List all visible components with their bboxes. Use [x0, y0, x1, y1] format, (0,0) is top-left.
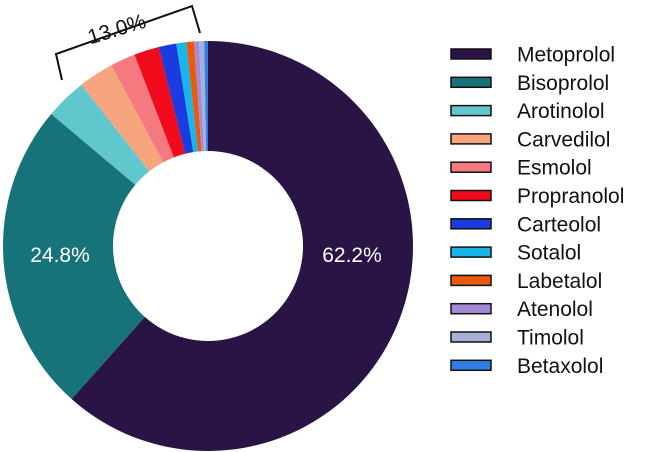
slice-label-metoprolol: 62.2% — [322, 244, 382, 267]
slice-bisoprolol — [2, 113, 145, 400]
legend-swatch-sotalol — [450, 246, 492, 258]
legend-swatch-timolol — [450, 331, 492, 343]
legend-item-sotalol: Sotalol — [450, 242, 581, 265]
slice-arotinolol — [51, 84, 150, 185]
legend-swatch-atenolol — [450, 302, 492, 315]
legend-label-propranolol: Propranolol — [517, 185, 624, 208]
slice-labels: 62.2% 24.8% — [30, 244, 382, 267]
slice-betaxolol — [204, 41, 208, 152]
legend-label-betaxolol: Betaxolol — [517, 355, 603, 378]
legend-swatch-bisoprolol — [450, 76, 492, 89]
legend-item-betaxolol: Betaxolol — [450, 355, 603, 378]
legend-swatch-betaxolol — [450, 359, 492, 372]
slice-atenolol — [193, 41, 204, 152]
legend-item-arotinolol: Arotinolol — [450, 100, 605, 123]
legend-swatch-metoprolol — [450, 48, 492, 60]
slice-timolol — [199, 41, 207, 152]
slice-carteolol — [158, 43, 194, 154]
legend-item-atenolol: Atenolol — [450, 298, 593, 321]
legend-swatch-carteolol — [450, 218, 492, 230]
legend-item-propranolol: Propranolol — [450, 185, 624, 208]
legend-label-labetalol: Labetalol — [517, 270, 602, 293]
legend-swatch-propranolol — [450, 189, 492, 202]
group-bracket-label: 13.0% — [85, 10, 149, 49]
group-bracket-line — [54, 4, 201, 81]
legend-item-labetalol: Labetalol — [450, 270, 602, 293]
legend-swatch-arotinolol — [450, 104, 492, 117]
slice-propranolol — [134, 47, 186, 158]
legend-label-metoprolol: Metoprolol — [517, 44, 615, 67]
slice-labetalol — [186, 41, 202, 152]
legend-item-timolol: Timolol — [450, 327, 584, 350]
legend-item-metoprolol: Metoprolol — [450, 44, 615, 67]
legend-label-timolol: Timolol — [517, 327, 584, 350]
legend-swatch-carvedilol — [450, 133, 492, 145]
legend-label-carteolol: Carteolol — [517, 213, 601, 236]
legend-item-carvedilol: Carvedilol — [450, 128, 610, 151]
slice-carvedilol — [81, 65, 164, 172]
legend-item-esmolol: Esmolol — [450, 157, 592, 180]
slice-sotalol — [176, 42, 198, 153]
slice-metoprolol — [71, 41, 413, 451]
donut-slices — [2, 41, 413, 451]
legend-label-carvedilol: Carvedilol — [517, 128, 610, 151]
slice-esmolol — [111, 54, 174, 163]
legend-label-arotinolol: Arotinolol — [517, 100, 605, 123]
legend-label-bisoprolol: Bisoprolol — [517, 72, 609, 95]
legend-item-carteolol: Carteolol — [450, 213, 601, 236]
legend-label-sotalol: Sotalol — [517, 242, 581, 265]
legend-swatch-esmolol — [450, 161, 492, 173]
legend: Metoprolol Bisoprolol Arotinolol Carvedilol… — [450, 44, 624, 378]
legend-label-esmolol: Esmolol — [517, 157, 592, 180]
legend-item-bisoprolol: Bisoprolol — [450, 72, 609, 95]
slice-label-bisoprolol: 24.8% — [30, 244, 90, 267]
legend-label-atenolol: Atenolol — [517, 298, 593, 321]
legend-swatch-labetalol — [450, 274, 492, 287]
